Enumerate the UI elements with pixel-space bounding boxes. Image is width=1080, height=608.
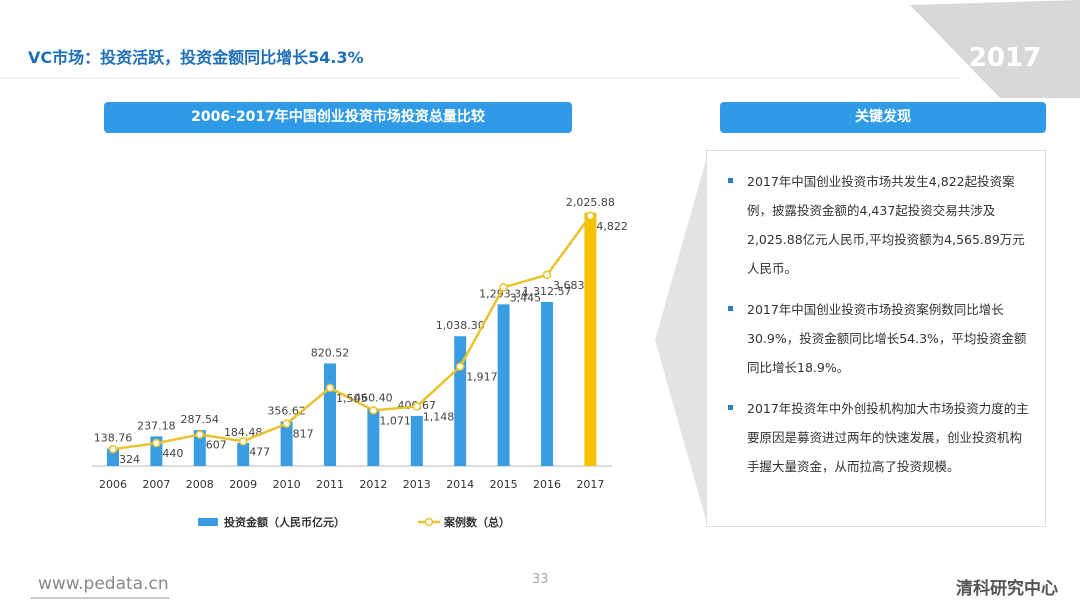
legend-label: 案例数（总） (443, 515, 510, 529)
bar-value-label: 460.40 (354, 391, 393, 404)
bar-value-label: 237.18 (137, 419, 176, 432)
line-value-label: 3,683 (553, 279, 585, 292)
brand: 清科研究中心 (956, 579, 1058, 599)
badge-shape (910, 0, 1080, 98)
x-tick-label: 2007 (142, 478, 170, 491)
bar (324, 363, 336, 466)
legend-swatch (424, 517, 434, 527)
line (112, 215, 592, 451)
legend-swatch (198, 518, 218, 526)
line-marker (412, 402, 422, 411)
bar-value-label: 820.52 (311, 346, 350, 359)
x-tick-label: 2016 (533, 478, 561, 491)
legend-label: 投资金额（人民币亿元） (224, 515, 345, 529)
x-tick-label: 2011 (316, 478, 344, 491)
line-value-label: 4,822 (596, 220, 628, 233)
line-marker (455, 362, 465, 371)
bar-value-label: 2,025.88 (566, 196, 615, 209)
line-marker (325, 383, 335, 393)
finding: 2017年中国创业投资市场投资案例数同比增长30.9%，投资金额同比增长54.3… (728, 295, 1029, 382)
finding: 2017年中国创业投资市场共发生4,822起投资案例，披露投资金额的4,437起… (728, 167, 1029, 283)
bar (410, 415, 423, 466)
year-badge: 2017 (969, 43, 1041, 73)
line-marker (369, 406, 378, 415)
line-marker (108, 444, 118, 454)
x-tick-label: 2010 (273, 478, 301, 491)
line-marker (499, 283, 508, 292)
bar-value-label: 184.48 (224, 426, 263, 439)
bar (497, 304, 510, 466)
line-value-label: 607 (206, 439, 227, 452)
x-tick-label: 2006 (99, 478, 127, 491)
x-tick-label: 2012 (359, 478, 387, 491)
x-tick-label: 2008 (186, 478, 214, 491)
bar (584, 212, 597, 466)
bar (541, 301, 553, 466)
panel-arrow (655, 160, 706, 520)
x-tick-label: 2009 (229, 478, 257, 491)
chart-title: 2006-2017年中国创业投资市场投资总量比较 (104, 102, 572, 133)
page-title: VC市场：投资活跃，投资金额同比增长54.3% (28, 48, 364, 67)
bar-value-label: 1,293.34 (479, 287, 528, 300)
line-value-label: 1,071 (379, 414, 411, 427)
bar-value-label: 1,038.30 (436, 319, 485, 332)
line-value-label: 440 (162, 447, 183, 460)
x-tick-label: 2014 (446, 478, 474, 491)
line-value-label: 324 (119, 453, 140, 466)
line-marker (542, 270, 552, 280)
line-marker (282, 419, 291, 428)
bar (237, 442, 250, 466)
line-value-label: 817 (293, 428, 314, 441)
x-tick-label: 2013 (403, 478, 431, 491)
bar-value-label: 1,312.57 (523, 285, 572, 298)
line-marker (195, 430, 205, 439)
bar (193, 430, 206, 466)
findings-panel: 2017年中国创业投资市场共发生4,822起投资案例，披露投资金额的4,437起… (706, 150, 1046, 527)
bar (107, 448, 119, 466)
page-number: 33 (532, 572, 549, 587)
bar (280, 421, 293, 466)
bar (454, 336, 467, 466)
line-value-label: 1,148 (423, 410, 455, 423)
line-value-label: 1,917 (466, 371, 498, 384)
x-tick-label: 2017 (576, 478, 604, 491)
line-marker (152, 438, 161, 448)
footer-url: www.pedata.cn (38, 574, 169, 594)
line-value-label: 3,445 (510, 291, 541, 304)
line-value-label: 1,505 (336, 392, 368, 405)
findings-title: 关键发现 (720, 102, 1046, 133)
line-marker (586, 211, 595, 221)
bar (367, 408, 380, 466)
line-value-label: 477 (249, 445, 270, 458)
bar-value-label: 287.54 (181, 413, 220, 426)
x-tick-label: 2015 (490, 478, 518, 491)
finding: 2017年投资年中外创投机构加大市场投资力度的主要原因是募资进过两年的快速发展，… (728, 394, 1029, 481)
line-marker (238, 437, 248, 446)
bar-value-label: 138.76 (94, 432, 133, 445)
